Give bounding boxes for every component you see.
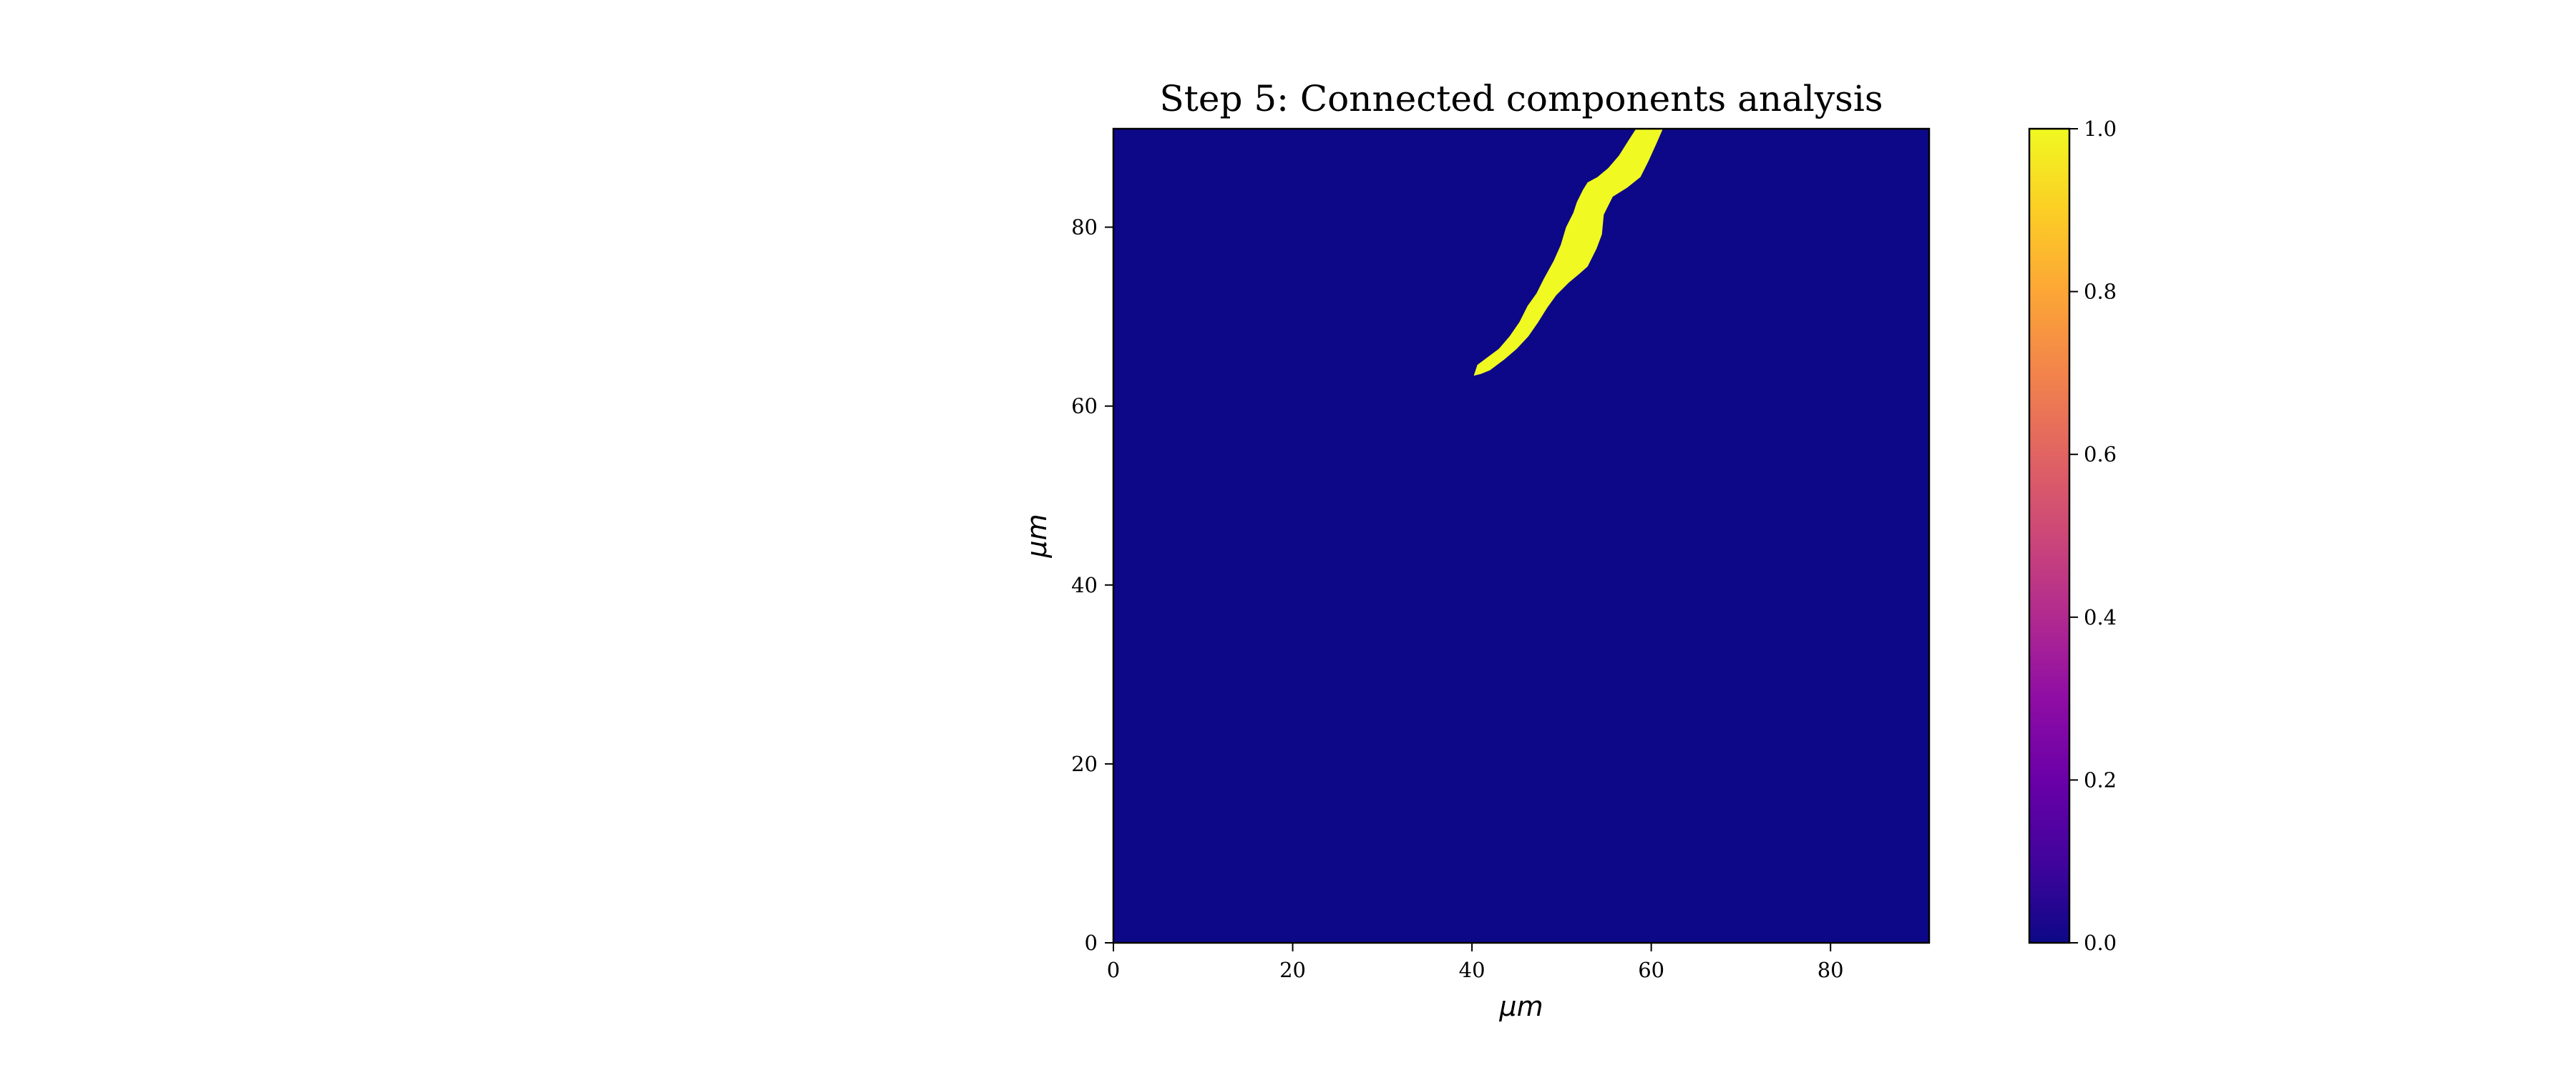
colorbar-gradient	[2028, 127, 2071, 944]
colorbar-tick-label: 0.0	[2084, 931, 2117, 955]
x-tick-label: 0	[1107, 958, 1120, 982]
y-tick-label: 80	[1071, 215, 1098, 240]
colorbar-tick-label: 0.6	[2084, 442, 2117, 466]
component-1	[1473, 129, 1663, 376]
colorbar-tick-label: 0.8	[2084, 280, 2117, 304]
colorbar-tick-label: 1.0	[2084, 117, 2117, 141]
colorbar-tick-label: 0.4	[2084, 605, 2117, 629]
y-axis-label: μm	[1021, 514, 1053, 558]
x-tick-label: 20	[1279, 958, 1306, 982]
plot-frame	[1112, 127, 1931, 944]
chart-title: Step 5: Connected components analysis	[1160, 78, 1883, 119]
colorbar: 0.0 0.2 0.4 0.6 0.8 1.0	[2028, 117, 2117, 955]
heatmap-plot	[1112, 127, 1931, 944]
x-axis-ticks: 0 20 40 60 80	[1107, 943, 1844, 982]
y-tick-label: 40	[1071, 573, 1098, 597]
colorbar-ticks: 0.0 0.2 0.4 0.6 0.8 1.0	[2069, 117, 2117, 955]
x-tick-label: 60	[1638, 958, 1664, 982]
x-tick-label: 40	[1459, 958, 1485, 982]
components-layer	[1473, 129, 1663, 376]
colorbar-tick-label: 0.2	[2084, 768, 2117, 792]
y-tick-label: 60	[1071, 394, 1098, 418]
x-axis-label: μm	[1498, 991, 1543, 1022]
heatmap-background	[1113, 129, 1929, 943]
y-tick-label: 0	[1085, 931, 1098, 955]
y-axis-ticks: 0 20 40 60 80	[1071, 215, 1113, 955]
y-tick-label: 20	[1071, 752, 1098, 776]
x-tick-label: 80	[1818, 958, 1844, 982]
